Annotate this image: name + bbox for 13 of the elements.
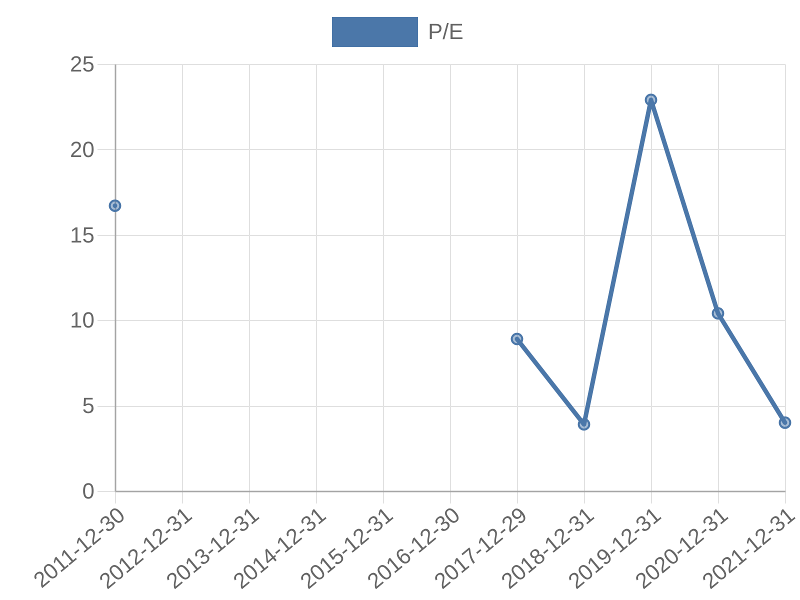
y-tick-label: 20: [70, 136, 94, 162]
y-tick-label: 0: [82, 478, 94, 504]
point: [510, 332, 524, 346]
y-tick-label: 25: [70, 52, 94, 76]
y-tick-label: 15: [70, 222, 94, 248]
legend-label: P/E: [428, 19, 464, 44]
point: [644, 94, 658, 106]
point: [712, 307, 724, 320]
point: [578, 418, 590, 431]
y-tick-label: 10: [70, 308, 94, 333]
y-tick-label: 5: [82, 393, 94, 418]
point: [108, 200, 122, 212]
point: [778, 416, 792, 429]
